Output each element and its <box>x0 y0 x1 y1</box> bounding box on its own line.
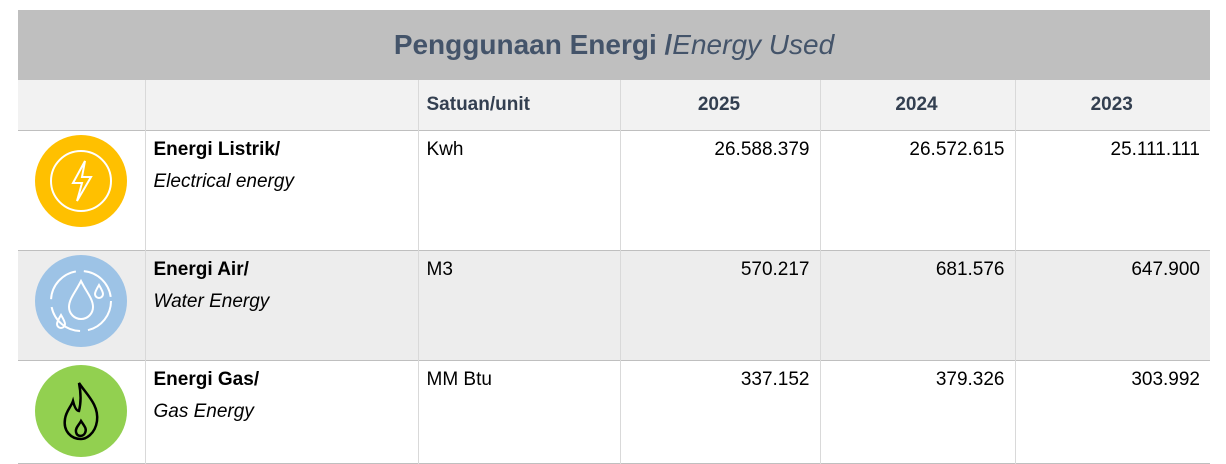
value: 25.111.111 <box>1014 130 1210 250</box>
header-cell: Satuan/unit <box>417 80 620 130</box>
gas-icon <box>35 364 128 457</box>
row-label-en: Gas Energy <box>153 400 254 422</box>
unit: M3 <box>417 250 620 360</box>
value: 26.588.379 <box>619 130 820 250</box>
energy-table: Penggunaan Energi / Energy Used Satuan/un… <box>18 10 1210 464</box>
row-label: Energi Listrik/ <box>153 138 281 160</box>
row-label: Energi Gas/ <box>153 368 260 390</box>
row-label-en: Water Energy <box>153 290 270 312</box>
water-icon <box>35 254 128 347</box>
unit: MM Btu <box>417 360 620 463</box>
title-bar: Penggunaan Energi / Energy Used <box>18 10 1210 80</box>
value: 681.576 <box>819 250 1015 360</box>
header-cell: 2025 <box>619 80 820 130</box>
row-label-en: Electrical energy <box>153 170 294 192</box>
title: Penggunaan Energi / <box>393 29 673 60</box>
row: Energi Gas/Gas Energy MM Btu 337.152 379… <box>18 360 1210 463</box>
table: Satuan/unit 2025 2024 2023 Energi Listri… <box>18 80 1210 464</box>
header-cell: 2024 <box>819 80 1015 130</box>
row-label: Energi Air/ <box>153 258 249 280</box>
value: 570.217 <box>619 250 820 360</box>
header-cell: 2023 <box>1014 80 1210 130</box>
value: 647.900 <box>1014 250 1210 360</box>
title-italic: Energy Used <box>672 29 835 60</box>
electric-icon <box>35 134 128 227</box>
value: 337.152 <box>619 360 820 463</box>
header-row: Satuan/unit 2025 2024 2023 <box>18 80 1210 130</box>
value: 379.326 <box>819 360 1015 463</box>
unit: Kwh <box>417 130 620 250</box>
value: 303.992 <box>1014 360 1210 463</box>
value: 26.572.615 <box>819 130 1015 250</box>
row: Energi Listrik/Electrical energy Kwh 26.… <box>18 130 1210 250</box>
row: Energi Air/Water Energy M3 570.217 681.5… <box>18 250 1210 360</box>
